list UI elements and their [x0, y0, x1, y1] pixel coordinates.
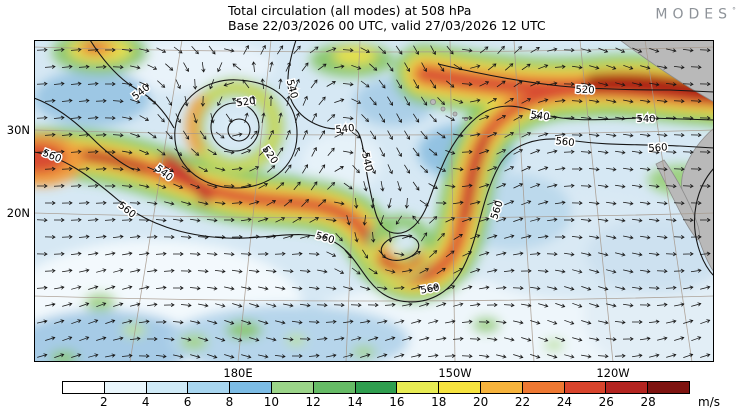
colorbar-segment [397, 382, 440, 393]
x-tick-150W: 150W [438, 366, 472, 380]
colorbar-tick-label: 10 [263, 395, 279, 409]
colorbar-tick-label: 4 [141, 395, 150, 409]
figure-title: Total circulation (all modes) at 508 hPa… [228, 3, 546, 33]
colorbar-ticks: 2 4 6 8 10 12 14 16 18 20 22 24 26 28 [62, 395, 690, 409]
colorbar-tick-label: 20 [473, 395, 489, 409]
colorbar-segment [606, 382, 649, 393]
contour-label: 540 [530, 110, 550, 124]
colorbar-tick-label: 26 [598, 395, 614, 409]
colorbar-segment [480, 382, 523, 393]
colorbar-unit: m/s [698, 395, 720, 409]
map-border [34, 40, 714, 362]
x-tick-120W: 120W [596, 366, 630, 380]
colorbar-tick-label: 18 [431, 395, 447, 409]
map-plot: 540 5205205405405405405605605605605605605… [34, 40, 714, 362]
colorbar-segment [564, 382, 607, 393]
modes-logo-text: MODES [655, 6, 732, 23]
island [440, 106, 446, 112]
colorbar-segment [522, 382, 565, 393]
colorbar-tick-label: 12 [305, 395, 321, 409]
graticule [34, 40, 714, 362]
colorbar-segment [648, 382, 689, 393]
contour-label: 560 [555, 136, 575, 149]
title-line-1: Total circulation (all modes) at 508 hPa [228, 3, 472, 18]
wind-speed-field [34, 40, 714, 362]
colorbar-segment [230, 382, 272, 393]
x-tick-180E: 180E [223, 366, 253, 380]
colorbar-tick-label: 8 [225, 395, 234, 409]
colorbar-segment [439, 382, 481, 393]
height-contours [34, 40, 714, 303]
title-line-2: Base 22/03/2026 00 UTC, valid 27/03/2026… [228, 18, 546, 33]
map-canvas: 540 520 520 540 540 540 540 560 560 560 560 560 560 5… [34, 40, 714, 362]
colorbar-tick-label: 22 [514, 395, 531, 409]
modes-logo: MODES° [655, 6, 736, 23]
contour-label: 520 [575, 85, 594, 97]
colorbar-segment [313, 382, 356, 393]
colorbar-tick-label: 28 [640, 395, 656, 409]
colorbar-segment [355, 382, 398, 393]
colorbar-segment [104, 382, 147, 393]
contour-label: 540 [335, 123, 355, 136]
colorbar-segment [146, 382, 189, 393]
colorbar [62, 381, 690, 394]
island [452, 111, 458, 117]
modes-logo-mark: ° [732, 6, 736, 15]
colorbar-segment [188, 382, 231, 393]
y-tick-30N: 30N [6, 123, 30, 137]
wind-arrows [36, 44, 711, 359]
colorbar-segment [63, 382, 105, 393]
colorbar-tick-label: 2 [100, 395, 108, 409]
island [429, 99, 436, 106]
colorbar-tick-label: 6 [183, 395, 192, 409]
colorbar-segment [271, 382, 314, 393]
colorbar-tick-label: 24 [556, 395, 573, 409]
y-tick-20N: 20N [6, 206, 30, 220]
contour-label: 540 [636, 114, 655, 125]
colorbar-tick-label: 16 [389, 395, 405, 409]
colorbar-tick-label: 14 [347, 395, 363, 409]
